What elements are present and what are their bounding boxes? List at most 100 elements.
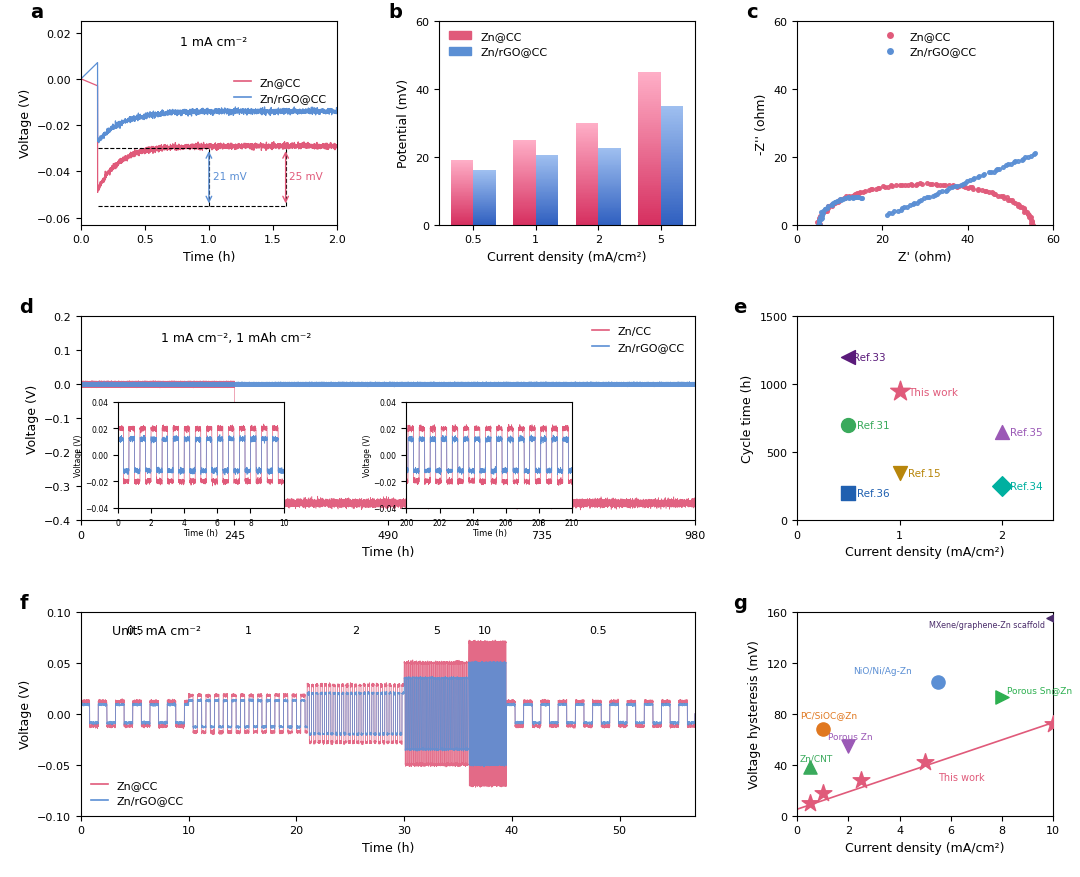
Bar: [576, 189, 598, 191]
Point: [1014, 153, 1031, 167]
Text: Ref.35: Ref.35: [1010, 427, 1042, 438]
Point: [852, 773, 869, 787]
Y-axis label: Potential (mV): Potential (mV): [396, 79, 409, 168]
Bar: [576, 169, 598, 171]
Bar: [513, 204, 536, 205]
Text: PC/SiOC@Zn: PC/SiOC@Zn: [800, 710, 856, 720]
Bar: [598, 192, 621, 193]
Point: [811, 211, 828, 225]
Point: [823, 198, 840, 212]
Bar: [598, 198, 621, 199]
Bar: [598, 179, 621, 180]
Point: [984, 187, 1001, 201]
Bar: [638, 94, 661, 96]
Text: 1: 1: [244, 625, 252, 636]
Bar: [598, 172, 621, 173]
Bar: [598, 208, 621, 210]
Point: [986, 188, 1003, 202]
Text: 0.5: 0.5: [590, 625, 607, 636]
Bar: [598, 210, 621, 211]
Bar: [598, 188, 621, 189]
Point: [1004, 196, 1022, 210]
Bar: [661, 118, 683, 120]
Bar: [598, 177, 621, 178]
Point: [1016, 205, 1034, 219]
Bar: [638, 88, 661, 90]
Point: [1044, 717, 1062, 731]
Point: [814, 204, 832, 218]
Point: [986, 189, 1003, 203]
Bar: [661, 163, 683, 165]
Text: a: a: [30, 3, 43, 22]
Bar: [598, 169, 621, 170]
Bar: [513, 146, 536, 147]
Point: [954, 177, 971, 191]
Bar: [576, 150, 598, 152]
Bar: [576, 138, 598, 139]
Bar: [661, 204, 683, 206]
Point: [908, 197, 926, 211]
Bar: [576, 129, 598, 130]
Point: [961, 174, 978, 188]
Bar: [513, 210, 536, 211]
Point: [832, 193, 849, 207]
Bar: [638, 191, 661, 193]
Point: [959, 182, 976, 196]
Bar: [661, 206, 683, 208]
Point: [928, 188, 945, 202]
Point: [923, 178, 941, 192]
Point: [886, 205, 903, 219]
Bar: [661, 180, 683, 181]
Bar: [598, 213, 621, 214]
Point: [970, 171, 987, 185]
Point: [994, 189, 1011, 203]
Bar: [638, 102, 661, 103]
Bar: [576, 180, 598, 181]
Bar: [598, 207, 621, 208]
Point: [812, 213, 829, 227]
Bar: [661, 212, 683, 214]
Point: [837, 191, 854, 205]
Bar: [661, 197, 683, 199]
Point: [970, 183, 987, 197]
Point: [932, 179, 949, 193]
Bar: [661, 114, 683, 116]
Bar: [638, 206, 661, 208]
Point: [905, 197, 922, 211]
Point: [820, 202, 837, 216]
Bar: [576, 127, 598, 129]
Bar: [576, 211, 598, 213]
Point: [1020, 208, 1037, 222]
Point: [811, 211, 828, 225]
Point: [820, 200, 837, 214]
Bar: [638, 185, 661, 188]
Bar: [638, 113, 661, 115]
Bar: [576, 188, 598, 189]
Bar: [513, 169, 536, 170]
Point: [944, 181, 961, 195]
Point: [811, 214, 828, 228]
Bar: [638, 168, 661, 170]
Bar: [638, 149, 661, 151]
Point: [1013, 200, 1030, 214]
Bar: [661, 210, 683, 212]
X-axis label: Time (h): Time (h): [362, 545, 414, 559]
Point: [1022, 217, 1039, 231]
Text: Ref.33: Ref.33: [853, 353, 886, 363]
Point: [877, 181, 894, 195]
Bar: [576, 210, 598, 211]
Bar: [638, 175, 661, 178]
Bar: [598, 149, 621, 150]
Point: [840, 487, 858, 501]
Bar: [661, 218, 683, 219]
X-axis label: Current density (mA/cm²): Current density (mA/cm²): [487, 251, 647, 264]
Point: [814, 722, 832, 736]
Text: Porous Sn@Zn: Porous Sn@Zn: [1007, 685, 1072, 695]
Point: [971, 170, 988, 184]
Bar: [638, 189, 661, 191]
Bar: [513, 164, 536, 165]
Point: [988, 163, 1005, 177]
Bar: [638, 224, 661, 225]
Bar: [576, 132, 598, 134]
Point: [928, 178, 945, 192]
